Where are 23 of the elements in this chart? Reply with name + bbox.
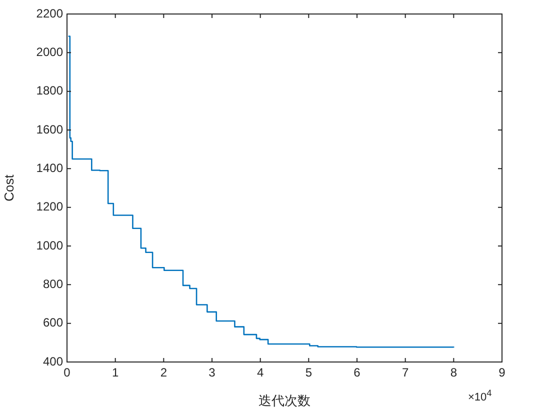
text: ×10$^{4}$ [468, 388, 492, 404]
y-tick-label: 600 [42, 316, 64, 330]
x-tick-label: 4 [256, 366, 264, 380]
x-tick-label: 8 [450, 366, 458, 380]
x-tick-label: 7 [402, 366, 409, 380]
y-tick-label: 2000 [36, 44, 64, 59]
y-tick-label: 2200 [36, 6, 64, 20]
y-tick-label: 400 [42, 354, 64, 368]
y-tick-label: 1600 [36, 122, 64, 136]
x-tick-label: 3 [208, 366, 216, 380]
y-axis-title: Cost [1, 174, 16, 202]
x-tick-label: 5 [305, 366, 312, 380]
y-tick-label: 1800 [36, 84, 64, 98]
x-tick-label: 2 [160, 366, 168, 380]
x-tick-label: 1 [112, 366, 119, 380]
x-tick-label: 6 [354, 366, 361, 380]
y-tick-label: 1400 [36, 160, 64, 175]
x-axis-title: 迭代次数 [258, 392, 310, 408]
y-tick-label: 800 [42, 276, 64, 291]
y-tick-label: 1000 [36, 238, 64, 252]
x-tick-label: 9 [498, 366, 506, 380]
x-tick-label: 0 [64, 366, 71, 380]
y-tick-label: 1200 [36, 200, 64, 214]
